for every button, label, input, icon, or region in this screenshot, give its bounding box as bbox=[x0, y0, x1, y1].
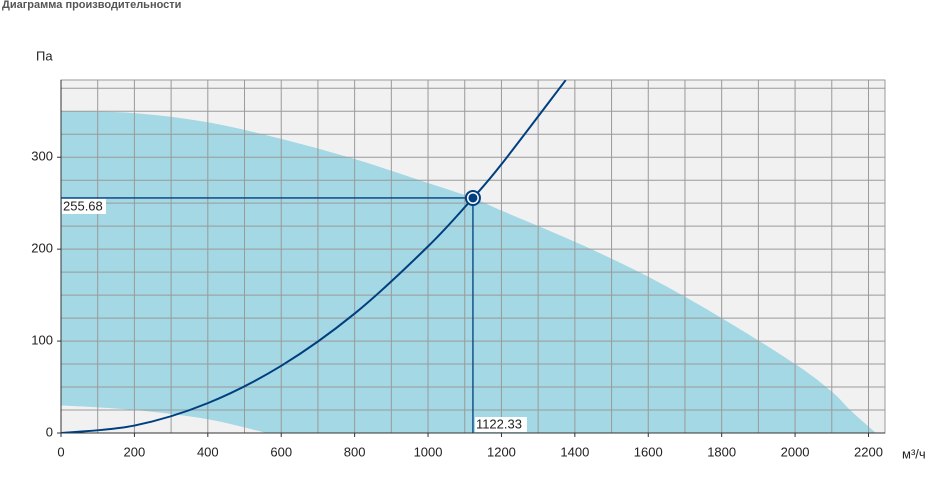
x-tick-label: 1800 bbox=[707, 444, 736, 459]
operating-point bbox=[468, 193, 478, 203]
chart-title: Диаграмма производительности bbox=[2, 0, 181, 11]
y-tick-label: 100 bbox=[31, 333, 53, 348]
y-tick-label: 200 bbox=[31, 241, 53, 256]
value-label-box bbox=[474, 417, 527, 432]
x-tick-label: 200 bbox=[124, 444, 146, 459]
x-tick-label: 1200 bbox=[487, 444, 516, 459]
x-tick-label: 1000 bbox=[414, 444, 443, 459]
y-tick-label: 0 bbox=[46, 424, 53, 439]
value-label: 1122.33 bbox=[476, 416, 522, 431]
x-axis-label: м³/ч bbox=[902, 446, 926, 461]
x-tick-label: 0 bbox=[57, 444, 64, 459]
x-tick-label: 400 bbox=[197, 444, 219, 459]
x-tick-label: 600 bbox=[270, 444, 292, 459]
y-tick-label: 300 bbox=[31, 149, 53, 164]
system-curve bbox=[61, 80, 567, 433]
x-tick-label: 800 bbox=[344, 444, 366, 459]
value-label-box bbox=[62, 198, 106, 214]
x-tick-label: 2000 bbox=[781, 444, 810, 459]
y-axis-label: Па bbox=[36, 48, 53, 63]
x-tick-label: 2200 bbox=[854, 444, 883, 459]
value-label: 255.68 bbox=[63, 198, 103, 213]
x-tick-label: 1400 bbox=[560, 444, 589, 459]
x-tick-label: 1600 bbox=[634, 444, 663, 459]
